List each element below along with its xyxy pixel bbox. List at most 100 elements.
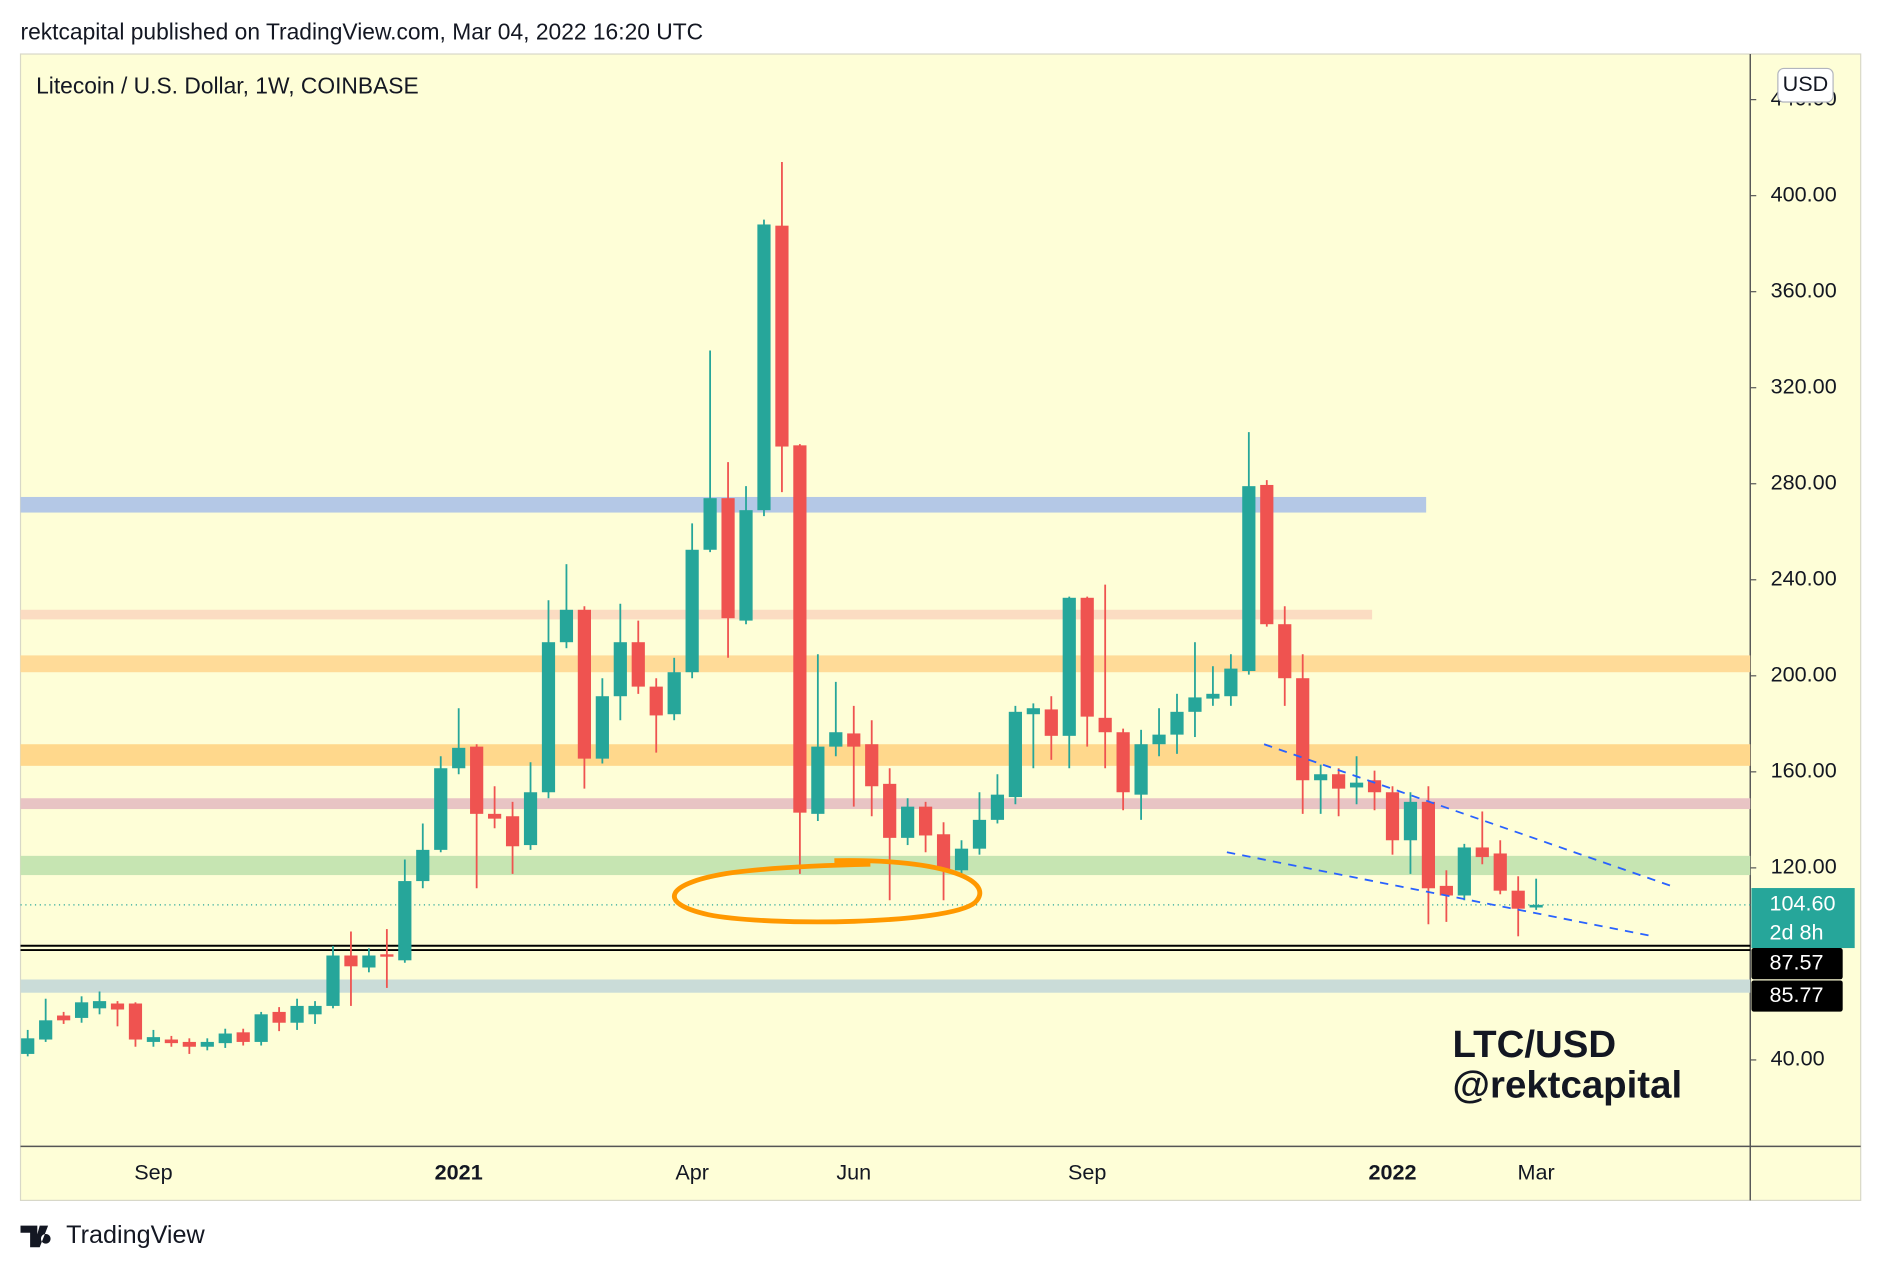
level-label: 85.77 — [1769, 982, 1823, 1007]
y-tick-label: 120.00 — [1771, 854, 1837, 879]
annotation: LTC/USD — [1453, 1023, 1617, 1066]
countdown-label: 2d 8h — [1769, 919, 1823, 944]
candle-body — [649, 686, 663, 716]
candle-body — [829, 732, 843, 747]
y-tick-label: 40.00 — [1771, 1046, 1825, 1071]
publish-header: rektcapital published on TradingView.com… — [21, 19, 704, 45]
candle-body — [308, 1005, 322, 1015]
candle-body — [739, 510, 753, 621]
chart-frame — [19, 53, 1862, 1201]
y-tick-label: 200.00 — [1771, 662, 1837, 687]
candle-body — [577, 609, 592, 759]
x-tick-label: Sep — [1068, 1160, 1106, 1185]
candle-body — [74, 1002, 89, 1018]
currency-label: USD — [1783, 71, 1829, 96]
zone — [20, 655, 1751, 673]
highlight-circle — [672, 858, 983, 925]
candle-body — [398, 881, 412, 961]
x-tick-label: Mar — [1518, 1160, 1555, 1185]
candle-body — [272, 1011, 286, 1023]
candle-body — [1403, 801, 1418, 841]
candle-body — [954, 848, 969, 871]
candle-body — [901, 806, 915, 838]
candle-body — [416, 849, 430, 882]
candle-body — [847, 733, 861, 747]
candle-body — [1116, 732, 1130, 793]
tradingview-logo: TradingView — [20, 1221, 206, 1249]
candle-body — [936, 834, 951, 871]
candle-body — [523, 792, 538, 846]
candle-body — [685, 549, 699, 673]
candle-body — [1493, 853, 1507, 891]
candle-body — [452, 747, 466, 769]
candle-body — [434, 768, 448, 850]
candle-body — [559, 609, 574, 643]
annotation: @rektcapital — [1453, 1064, 1683, 1107]
candle-body — [254, 1014, 268, 1042]
candle-body — [1062, 597, 1076, 736]
candle-body — [128, 1003, 143, 1040]
y-tick-label: 320.00 — [1771, 373, 1837, 398]
candle-body — [1242, 486, 1256, 672]
candle-body — [488, 813, 502, 819]
logo-mark — [20, 1225, 51, 1248]
candle-body — [164, 1039, 178, 1044]
candle-body — [1457, 847, 1471, 896]
candle-body — [990, 794, 1005, 820]
last-price-box — [1751, 888, 1855, 949]
candle-body — [362, 955, 376, 968]
candle-body — [541, 642, 556, 793]
zone — [20, 744, 1751, 766]
candle-body — [1224, 668, 1238, 697]
candle-body — [200, 1041, 214, 1047]
x-tick-label: Sep — [134, 1160, 172, 1185]
chart-title: Litecoin / U.S. Dollar, 1W, COINBASE — [36, 73, 419, 99]
candle-body — [775, 225, 789, 447]
candle-body — [1152, 734, 1166, 745]
candle-body — [39, 1020, 53, 1040]
candle-body — [146, 1037, 161, 1042]
candle-body — [1206, 693, 1220, 699]
candle-body — [1385, 792, 1400, 841]
candle-body — [1475, 847, 1489, 858]
zone — [20, 855, 1751, 876]
candle-body — [667, 672, 681, 715]
candle-body — [1134, 744, 1148, 795]
candle-body — [972, 819, 987, 849]
candle-body — [218, 1033, 232, 1044]
candle-body — [182, 1041, 196, 1047]
candle-body — [595, 696, 609, 759]
level-label-box — [1751, 948, 1843, 980]
candle-body — [470, 746, 484, 814]
x-tick-label: 2021 — [435, 1160, 483, 1185]
x-tick-label: 2022 — [1368, 1160, 1416, 1185]
candle-body — [883, 783, 897, 838]
candle-body — [1080, 597, 1094, 717]
candle-body — [236, 1032, 250, 1042]
candle-body — [1421, 801, 1436, 889]
candle-body — [1529, 904, 1543, 908]
currency-badge — [1777, 67, 1834, 103]
candle-body — [1278, 624, 1292, 679]
x-tick-label: Jun — [836, 1160, 871, 1185]
logo-text: TradingView — [66, 1221, 205, 1249]
x-tick-label: Apr — [675, 1160, 709, 1185]
level-label-box — [1751, 980, 1843, 1012]
y-tick-label: 400.00 — [1771, 181, 1837, 206]
y-tick-label: 280.00 — [1771, 469, 1837, 494]
candle-body — [865, 744, 879, 787]
candle-body — [326, 955, 340, 1006]
candle-body — [721, 498, 735, 619]
candle-body — [344, 955, 358, 967]
y-tick-label: 160.00 — [1771, 758, 1837, 783]
last-price-label: 104.60 — [1769, 891, 1835, 916]
candle-body — [1349, 782, 1364, 788]
plot — [20, 162, 1751, 1057]
candle-body — [1188, 697, 1202, 712]
candle-body — [57, 1015, 71, 1021]
candle-body — [1026, 708, 1040, 715]
candle-body — [1260, 484, 1274, 625]
candle-body — [92, 1001, 107, 1009]
candle-body — [1367, 780, 1382, 793]
